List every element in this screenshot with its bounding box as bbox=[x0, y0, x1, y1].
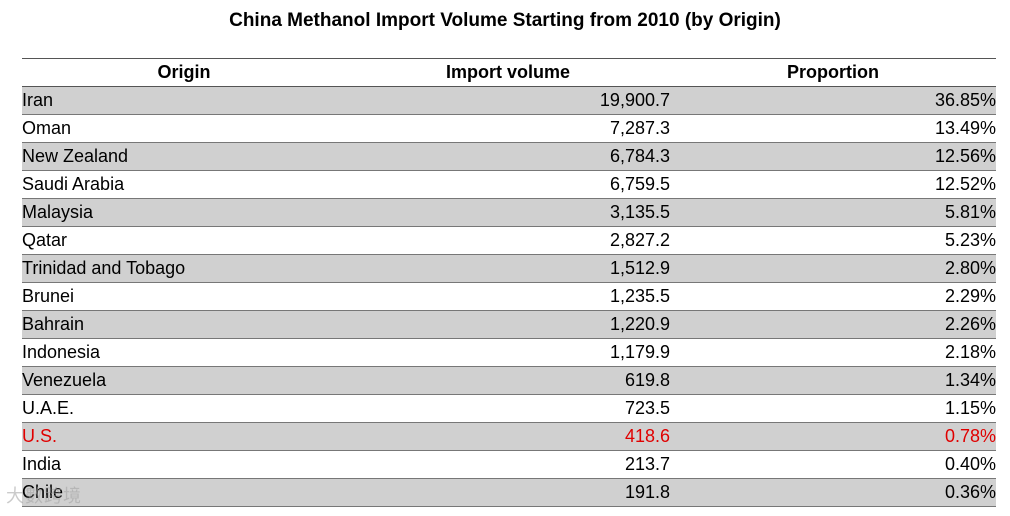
volume-cell: 1,179.9 bbox=[609, 342, 670, 362]
volume-cell: 213.7 bbox=[624, 454, 670, 474]
table-row: Trinidad and Tobago 1,512.9 2.80% bbox=[22, 254, 996, 283]
origin-cell: Iran bbox=[22, 86, 346, 115]
origin-column-header: Origin bbox=[22, 58, 346, 87]
origin-cell: Bahrain bbox=[22, 310, 346, 339]
header-row: Origin Import volume Proportion bbox=[22, 58, 996, 87]
table-row: U.A.E. 723.5 1.15% bbox=[22, 395, 996, 423]
volume-column-header: Import volume bbox=[346, 58, 670, 87]
volume-cell: 191.8 bbox=[346, 478, 670, 507]
volume-cell: 6,784.3 bbox=[346, 142, 670, 171]
origin-cell: Trinidad and Tobago bbox=[22, 254, 346, 283]
origin-cell: U.A.E. bbox=[22, 398, 75, 418]
table-row: U.S. 418.6 0.78% bbox=[22, 422, 996, 451]
volume-cell: 3,135.5 bbox=[346, 198, 670, 227]
import-volume-table: Origin Import volume Proportion Iran 19,9… bbox=[22, 58, 996, 507]
proportion-cell: 1.34% bbox=[670, 366, 996, 395]
table-row: Bahrain 1,220.9 2.26% bbox=[22, 310, 996, 339]
table-row: Oman 7,287.3 13.49% bbox=[22, 115, 996, 143]
proportion-cell: 5.23% bbox=[944, 230, 996, 250]
proportion-cell: 13.49% bbox=[934, 118, 996, 138]
proportion-cell: 1.15% bbox=[944, 398, 996, 418]
origin-cell: Indonesia bbox=[22, 342, 101, 362]
volume-cell: 418.6 bbox=[346, 422, 670, 451]
proportion-cell: 0.36% bbox=[670, 478, 996, 507]
origin-cell: India bbox=[22, 454, 62, 474]
origin-cell: Brunei bbox=[22, 286, 75, 306]
volume-cell: 7,287.3 bbox=[609, 118, 670, 138]
proportion-cell: 2.29% bbox=[944, 286, 996, 306]
origin-cell: Venezuela bbox=[22, 366, 346, 395]
proportion-cell: 12.52% bbox=[934, 174, 996, 194]
table-row: India 213.7 0.40% bbox=[22, 451, 996, 479]
proportion-cell: 12.56% bbox=[670, 142, 996, 171]
table-row: Chile 191.8 0.36% bbox=[22, 478, 996, 507]
proportion-cell: 2.18% bbox=[944, 342, 996, 362]
volume-cell: 1,235.5 bbox=[609, 286, 670, 306]
volume-cell: 1,220.9 bbox=[346, 310, 670, 339]
volume-cell: 619.8 bbox=[346, 366, 670, 395]
table-row: Brunei 1,235.5 2.29% bbox=[22, 283, 996, 311]
proportion-cell: 0.40% bbox=[944, 454, 996, 474]
table-row: Malaysia 3,135.5 5.81% bbox=[22, 198, 996, 227]
watermark-text: 大數跨境 bbox=[6, 486, 82, 507]
volume-cell: 6,759.5 bbox=[609, 174, 670, 194]
origin-cell: New Zealand bbox=[22, 142, 346, 171]
table-row: New Zealand 6,784.3 12.56% bbox=[22, 142, 996, 171]
volume-cell: 723.5 bbox=[624, 398, 670, 418]
origin-cell: Saudi Arabia bbox=[22, 174, 125, 194]
origin-cell: Malaysia bbox=[22, 198, 346, 227]
volume-cell: 2,827.2 bbox=[609, 230, 670, 250]
table-row: Venezuela 619.8 1.34% bbox=[22, 366, 996, 395]
origin-cell: Oman bbox=[22, 118, 72, 138]
proportion-column-header: Proportion bbox=[670, 58, 996, 87]
table-row: Qatar 2,827.2 5.23% bbox=[22, 227, 996, 255]
table-row: Saudi Arabia 6,759.5 12.52% bbox=[22, 171, 996, 199]
origin-cell: Chile bbox=[22, 478, 346, 507]
proportion-cell: 0.78% bbox=[670, 422, 996, 451]
table-row: Iran 19,900.7 36.85% bbox=[22, 86, 996, 115]
origin-cell: Qatar bbox=[22, 230, 68, 250]
proportion-cell: 2.26% bbox=[670, 310, 996, 339]
table-title: China Methanol Import Volume Starting fr… bbox=[229, 10, 781, 31]
volume-cell: 1,512.9 bbox=[346, 254, 670, 283]
origin-cell: U.S. bbox=[22, 422, 346, 451]
proportion-cell: 5.81% bbox=[670, 198, 996, 227]
table-row: Indonesia 1,179.9 2.18% bbox=[22, 339, 996, 367]
proportion-cell: 36.85% bbox=[670, 86, 996, 115]
volume-cell: 19,900.7 bbox=[346, 86, 670, 115]
proportion-cell: 2.80% bbox=[670, 254, 996, 283]
